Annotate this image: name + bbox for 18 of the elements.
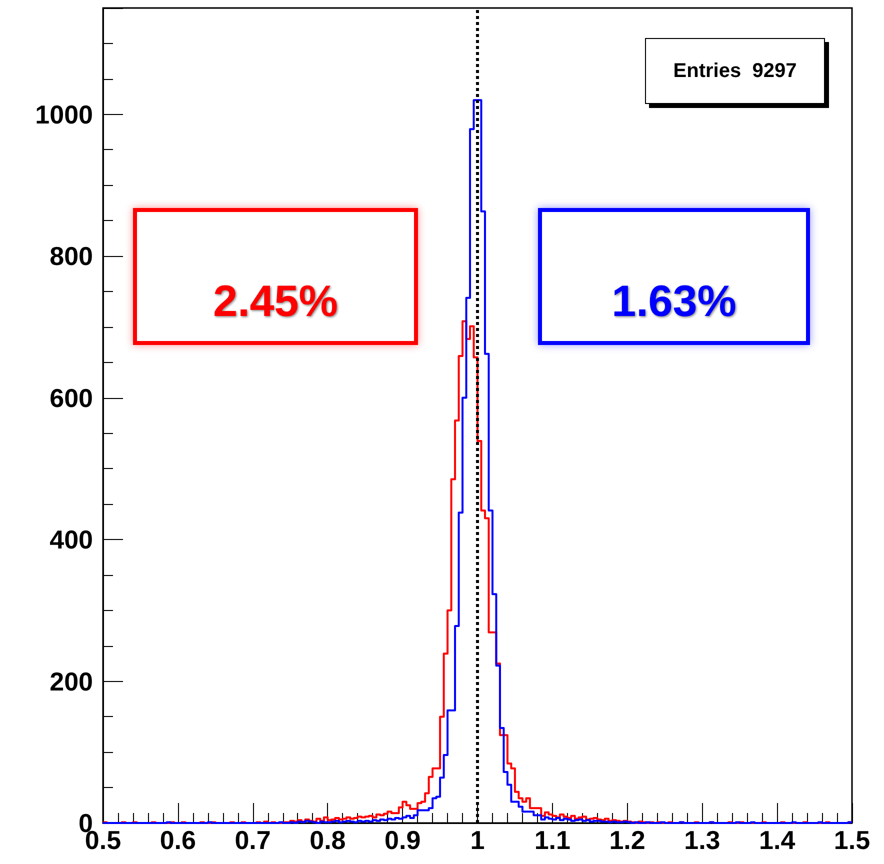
y-tick-label: 800 (50, 241, 93, 272)
label-box: 2.45% (133, 208, 418, 345)
x-tick-label: 0.9 (384, 825, 421, 855)
x-tick-label: 1.1 (534, 825, 570, 855)
y-tick-label: 600 (50, 382, 93, 413)
x-tick-label: 1.2 (609, 825, 646, 855)
x-tick-label: 0.7 (234, 825, 271, 855)
annotation: Entries 9297 (645, 38, 825, 104)
y-tick-label: 400 (50, 524, 93, 555)
y-tick-label: 200 (50, 666, 93, 696)
x-tick-label: 1.3 (684, 825, 720, 855)
x-tick-label: 0.6 (160, 825, 196, 855)
x-tick-label: 1.4 (759, 825, 796, 855)
x-tick-label: 1 (470, 825, 485, 855)
x-tick-label: 0.8 (310, 825, 346, 855)
y-tick-label: 1000 (35, 99, 93, 130)
x-tick-label: 1.5 (834, 825, 870, 855)
label-box: 1.63% (538, 208, 810, 345)
